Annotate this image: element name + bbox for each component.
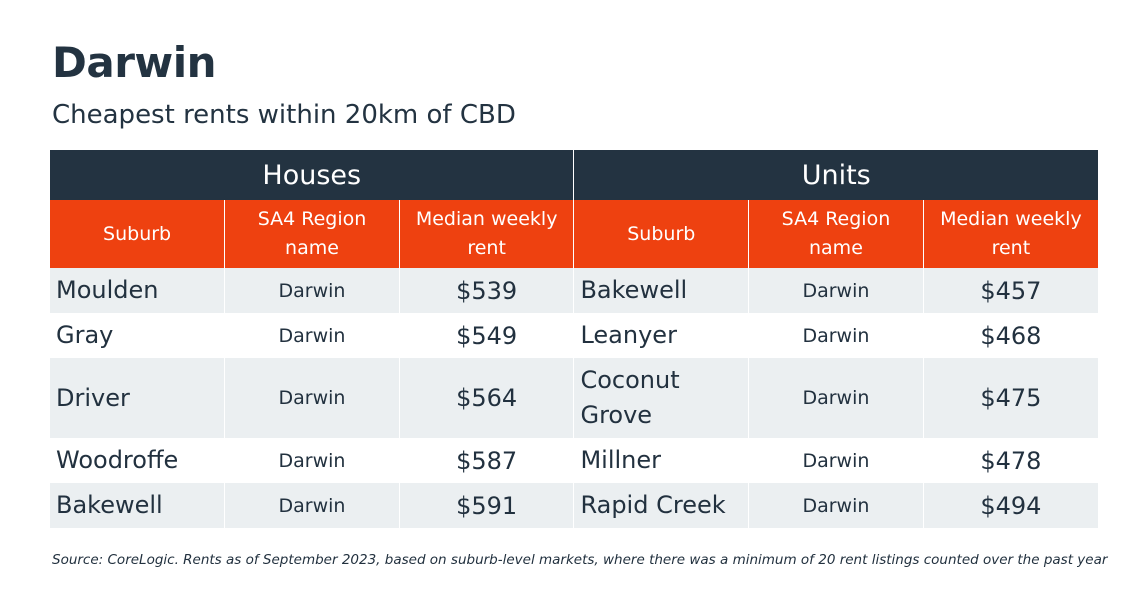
table-row: Driver Darwin $564 Coconut Grove Darwin …	[50, 358, 1098, 438]
unit-region-cell: Darwin	[748, 358, 924, 438]
unit-suburb-header: Suburb	[573, 200, 750, 268]
house-rent-cell: $539	[399, 268, 575, 313]
unit-region-cell: Darwin	[748, 438, 924, 483]
units-group-header: Units	[573, 150, 1098, 200]
table-row: Woodroffe Darwin $587 Millner Darwin $47…	[50, 438, 1098, 483]
house-region-cell: Darwin	[224, 483, 400, 528]
unit-rent-cell: $478	[923, 438, 1098, 483]
unit-region-cell: Darwin	[748, 483, 924, 528]
house-rent-header: Median weekly rent	[399, 200, 575, 268]
unit-rent-cell: $457	[923, 268, 1098, 313]
unit-suburb-cell: Coconut Grove	[573, 358, 750, 438]
unit-rent-cell: $494	[923, 483, 1098, 528]
source-note: Source: CoreLogic. Rents as of September…	[52, 552, 1108, 568]
house-rent-cell: $587	[399, 438, 575, 483]
house-region-cell: Darwin	[224, 358, 400, 438]
group-header-row: Houses Units	[50, 150, 1098, 200]
table-row: Bakewell Darwin $591 Rapid Creek Darwin …	[50, 483, 1098, 528]
page-title: Darwin	[52, 38, 217, 87]
house-region-header: SA4 Region name	[224, 200, 400, 268]
house-suburb-cell: Moulden	[50, 268, 226, 313]
house-suburb-cell: Bakewell	[50, 483, 226, 528]
unit-suburb-cell: Leanyer	[573, 313, 750, 358]
unit-suburb-cell: Bakewell	[573, 268, 750, 313]
unit-rent-cell: $468	[923, 313, 1098, 358]
house-suburb-cell: Driver	[50, 358, 226, 438]
house-suburb-cell: Gray	[50, 313, 226, 358]
house-region-cell: Darwin	[224, 438, 400, 483]
house-rent-cell: $549	[399, 313, 575, 358]
rents-table: Houses Units Suburb SA4 Region name Medi…	[50, 150, 1098, 528]
unit-region-header: SA4 Region name	[748, 200, 924, 268]
column-header-row: Suburb SA4 Region name Median weekly ren…	[50, 200, 1098, 268]
page-subtitle: Cheapest rents within 20km of CBD	[52, 100, 516, 130]
house-rent-cell: $564	[399, 358, 575, 438]
table-row: Moulden Darwin $539 Bakewell Darwin $457	[50, 268, 1098, 313]
houses-group-header: Houses	[50, 150, 575, 200]
unit-suburb-cell: Millner	[573, 438, 750, 483]
house-suburb-cell: Woodroffe	[50, 438, 226, 483]
unit-region-cell: Darwin	[748, 268, 924, 313]
house-rent-cell: $591	[399, 483, 575, 528]
unit-rent-cell: $475	[923, 358, 1098, 438]
unit-rent-header: Median weekly rent	[923, 200, 1098, 268]
house-suburb-header: Suburb	[50, 200, 226, 268]
house-region-cell: Darwin	[224, 313, 400, 358]
unit-region-cell: Darwin	[748, 313, 924, 358]
house-region-cell: Darwin	[224, 268, 400, 313]
table-row: Gray Darwin $549 Leanyer Darwin $468	[50, 313, 1098, 358]
unit-suburb-cell: Rapid Creek	[573, 483, 750, 528]
